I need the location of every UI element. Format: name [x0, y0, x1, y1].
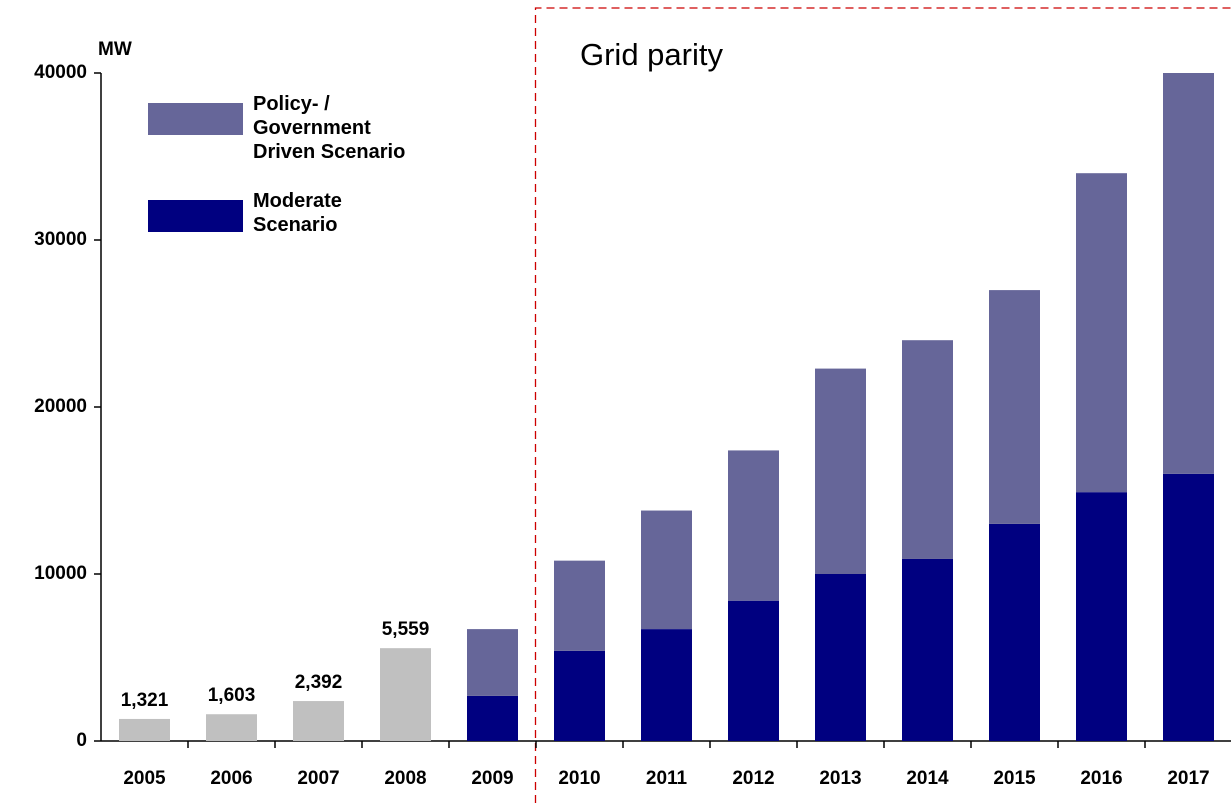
bar-segment: [902, 340, 953, 559]
bar-segment: [641, 629, 692, 741]
legend-label: Policy- / Government Driven Scenario: [253, 93, 406, 163]
x-tick-label: 2011: [646, 768, 688, 789]
bar-segment: [641, 510, 692, 630]
x-tick-label: 2017: [1167, 768, 1209, 789]
x-tick-label: 2008: [384, 768, 426, 789]
bar: [380, 648, 431, 741]
data-label: 2,392: [295, 672, 343, 693]
data-label: 5,559: [382, 619, 430, 640]
y-tick-label: 40000: [34, 62, 87, 83]
x-tick-label: 2014: [906, 768, 949, 789]
bar-segment: [1076, 173, 1127, 493]
data-label: 1,603: [208, 685, 256, 706]
x-tick-label: 2009: [471, 768, 513, 789]
bar-segment: [554, 650, 605, 741]
bar-segment: [467, 629, 518, 696]
x-tick-label: 2005: [123, 768, 166, 789]
x-tick-label: 2013: [819, 768, 861, 789]
legend-label: Moderate Scenario: [253, 190, 342, 236]
legend-swatch: [148, 103, 243, 135]
data-label: 1,321: [121, 690, 169, 711]
y-axis-label: MW: [98, 39, 132, 60]
x-tick-label: 2007: [297, 768, 339, 789]
bar-segment: [989, 523, 1040, 741]
bar-segment: [815, 368, 866, 574]
x-tick-label: 2012: [732, 768, 774, 789]
bar-segment: [1076, 492, 1127, 741]
y-tick-label: 20000: [34, 396, 87, 417]
x-tick-label: 2015: [993, 768, 1036, 789]
x-tick-label: 2006: [210, 768, 252, 789]
bar-segment: [728, 450, 779, 601]
y-tick-label: 10000: [34, 563, 87, 584]
bar-segment: [554, 560, 605, 651]
bar-segment: [1163, 473, 1214, 741]
bar-segment: [728, 600, 779, 741]
bar-segment: [815, 574, 866, 741]
bar: [206, 714, 257, 741]
y-tick-label: 30000: [34, 229, 87, 250]
bar-segment: [902, 558, 953, 741]
x-tick-label: 2010: [558, 768, 600, 789]
bar-segment: [1163, 73, 1214, 474]
annotation-box: [534, 7, 1231, 803]
x-tick-label: 2016: [1080, 768, 1122, 789]
bar: [293, 701, 344, 741]
legend-swatch: [148, 200, 243, 232]
bar-segment: [467, 695, 518, 741]
annotation: Grid parity: [580, 37, 723, 72]
bar-segment: [989, 290, 1040, 524]
bar: [119, 718, 170, 741]
y-tick-label: 0: [76, 730, 87, 751]
